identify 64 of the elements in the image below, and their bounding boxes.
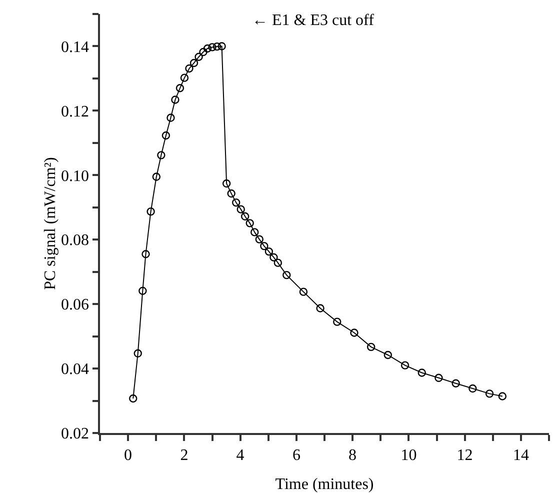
x-tick-label: 12 [456, 446, 473, 464]
point [240, 212, 250, 221]
annotation: ← E1 & E3 cut off [252, 12, 375, 29]
y-tick-label: 0.06 [61, 296, 90, 314]
y-tick-label: 0.12 [61, 103, 90, 120]
x-tick-label: 6 [292, 446, 300, 464]
point [157, 151, 166, 160]
x-tick-label: 4 [236, 446, 244, 464]
point [246, 219, 254, 228]
point [236, 205, 245, 214]
point [250, 228, 259, 236]
point [485, 390, 494, 398]
point [270, 253, 278, 262]
point [434, 374, 443, 382]
point [366, 342, 376, 352]
point [199, 48, 208, 56]
point [152, 172, 161, 181]
x-tick-label: 10 [400, 446, 417, 464]
point [316, 304, 324, 312]
point [166, 114, 175, 122]
point [129, 394, 138, 403]
point [255, 235, 264, 244]
point [222, 179, 231, 188]
point [468, 384, 477, 393]
x-tick-label: 14 [512, 446, 529, 464]
point [134, 349, 142, 358]
point [203, 44, 212, 53]
point [274, 258, 282, 267]
point [384, 350, 392, 360]
point [227, 189, 236, 198]
point [333, 318, 342, 326]
x-tick-label: 2 [180, 446, 188, 464]
point [180, 74, 189, 82]
point [176, 84, 184, 92]
point [162, 131, 170, 140]
point [418, 368, 426, 377]
point [452, 379, 460, 388]
y-tick-label: 0.14 [61, 38, 90, 56]
y-tick-label: 0.10 [61, 168, 90, 185]
point [350, 328, 358, 337]
point [185, 64, 194, 73]
point [138, 286, 147, 295]
point [171, 96, 180, 104]
x-tick-label: 0 [124, 446, 132, 464]
point [142, 250, 150, 258]
point [208, 43, 216, 52]
point [282, 270, 291, 280]
point [232, 198, 240, 207]
point [299, 288, 308, 296]
point [400, 361, 410, 370]
y-tick-label: 0.08 [61, 232, 90, 250]
point [146, 207, 155, 216]
point [212, 42, 222, 51]
x-axis-title: Time (minutes) [275, 476, 374, 493]
point [498, 392, 507, 400]
point [260, 242, 268, 250]
y-axis-title: PC signal (mW/cm²) [42, 157, 60, 290]
point [218, 42, 226, 50]
x-tick-label: 8 [348, 446, 357, 464]
point [264, 247, 274, 256]
y-tick-label: 0.04 [61, 361, 90, 378]
point [194, 52, 203, 61]
point [190, 58, 198, 68]
y-tick-label: 0.02 [61, 426, 90, 443]
